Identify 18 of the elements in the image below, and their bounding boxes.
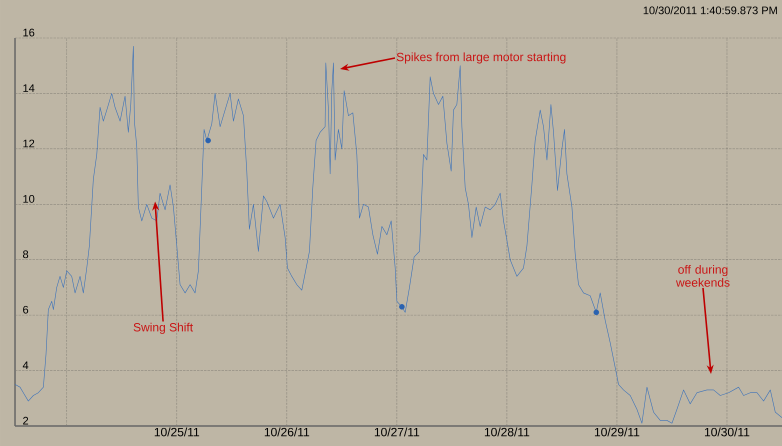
y-tick-label: 6 [23, 306, 28, 314]
annotation: Spikes from large motor starting [396, 52, 566, 64]
x-tick-label: 10/30/11 [704, 428, 750, 436]
y-tick-label: 2 [23, 416, 28, 424]
y-tick-label: 4 [22, 361, 28, 370]
y-tick-label: 8 [23, 250, 28, 258]
x-tick-label: 10/28/11 [484, 428, 530, 436]
y-tick-label: 12 [23, 140, 34, 148]
x-tick-label: 10/25/11 [154, 428, 200, 436]
x-tick-label: 10/26/11 [264, 428, 310, 436]
x-tick-label: 10/29/11 [594, 428, 640, 436]
x-tick-label: 10/27/11 [374, 428, 420, 436]
text: 10/30/2011 1:40:59.873 PM [644, 6, 777, 14]
y-tick-label: 14 [23, 84, 34, 92]
annotation: off during weekends [676, 264, 730, 287]
y-tick-label: 10 [23, 194, 34, 203]
annotation: Swing Shift [134, 322, 193, 334]
y-tick-label: 16 [23, 28, 34, 36]
